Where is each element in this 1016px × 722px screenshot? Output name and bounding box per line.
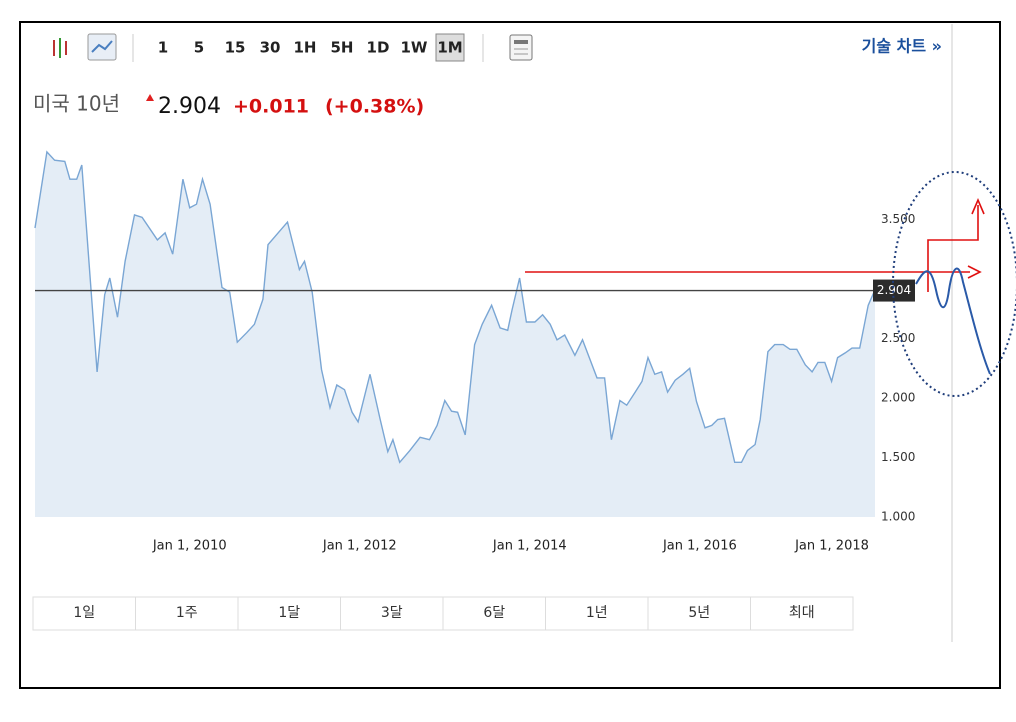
line [34, 150, 876, 464]
forecast-curve [915, 267, 991, 375]
instrument-name: 미국 10년 [33, 92, 120, 116]
interval-label: 5H [331, 39, 354, 57]
y-tick-label: 2.500 [881, 331, 915, 345]
technical-chart-link[interactable]: 기술 차트 » [862, 37, 942, 56]
line-icon[interactable] [87, 33, 117, 61]
period-label: 3달 [381, 605, 403, 621]
period-button[interactable]: 최대 [750, 596, 854, 631]
interval-button[interactable]: 5H [331, 39, 354, 57]
period-label: 1일 [73, 605, 95, 621]
period-label: 1주 [176, 605, 198, 621]
x-tick-label: Jan 1, 2016 [662, 539, 737, 554]
interval-label: 1W [401, 39, 428, 57]
selected-box [435, 33, 465, 62]
period-cell [340, 596, 444, 631]
plot: Investing.com2.9041.0001.5002.0002.5003.… [34, 150, 915, 554]
period-label: 6달 [483, 605, 505, 621]
interval-button[interactable]: 5 [194, 39, 204, 57]
area [35, 151, 875, 517]
red-step-arrow [927, 205, 979, 292]
y-tick-label: 1.500 [881, 450, 915, 464]
interval-button[interactable]: 1H [294, 39, 317, 57]
period-cell [647, 596, 751, 631]
interval-label: 1D [367, 39, 390, 57]
period-cell [750, 596, 854, 631]
period-label: 1달 [278, 605, 300, 621]
interval-label: 1M [437, 39, 462, 57]
period-cell [237, 596, 341, 631]
period-label: 5년 [688, 605, 710, 621]
interval-button[interactable]: 1W [401, 39, 428, 57]
current-value-label: 2.904 [877, 283, 911, 297]
annotations [525, 171, 1016, 397]
interval-label: 1H [294, 39, 317, 57]
period-button[interactable]: 3달 [340, 596, 444, 631]
interval-button[interactable]: 30 [260, 39, 281, 57]
period-cell [32, 596, 136, 631]
period-cell [442, 596, 546, 631]
x-tick-label: Jan 1, 2018 [794, 539, 869, 554]
period-button[interactable]: 6달 [442, 596, 546, 631]
period-button[interactable]: 1일 [32, 596, 136, 631]
interval-button[interactable]: 15 [225, 39, 246, 57]
arrow-head [967, 265, 982, 279]
x-tick-label: Jan 1, 2010 [152, 539, 227, 554]
candle-icon[interactable] [53, 38, 67, 58]
period-button[interactable]: 1달 [237, 596, 341, 631]
interval-label: 5 [194, 39, 204, 57]
y-tick-label: 1.000 [881, 510, 915, 524]
interval-label: 1 [158, 39, 168, 57]
x-tick-label: Jan 1, 2014 [492, 539, 567, 554]
price: 2.904 [158, 94, 221, 119]
period-cell [545, 596, 649, 631]
interval-button[interactable]: 1D [367, 39, 390, 57]
change-percent: (+0.38%) [325, 96, 424, 118]
interval-label: 30 [260, 39, 281, 57]
change: +0.011 [233, 96, 309, 118]
period-button[interactable]: 5년 [647, 596, 751, 631]
interval-button[interactable]: 1 [158, 39, 168, 57]
y-tick-label: 2.000 [881, 391, 915, 405]
interval-label: 15 [225, 39, 246, 57]
period-button[interactable]: 1년 [545, 596, 649, 631]
interval-button[interactable]: 1M [435, 33, 465, 62]
period-button[interactable]: 1주 [135, 596, 239, 631]
y-tick-label: 3.500 [881, 212, 915, 226]
arrow-head [971, 197, 985, 215]
x-tick-label: Jan 1, 2012 [322, 539, 397, 554]
period-cell [135, 596, 239, 631]
calendar-icon[interactable] [509, 34, 533, 61]
period-label: 1년 [586, 605, 608, 621]
period-label: 최대 [789, 605, 815, 621]
up-marker [146, 94, 154, 101]
